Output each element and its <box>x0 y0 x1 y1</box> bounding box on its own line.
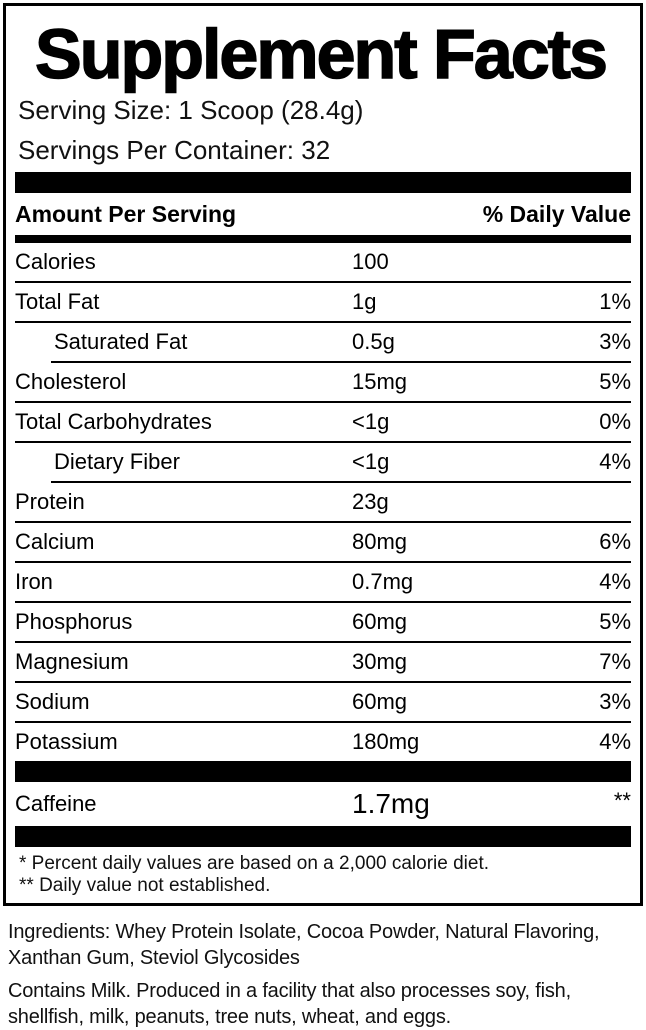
nutrient-name: Calcium <box>15 529 95 554</box>
nutrient-row-dietary-fiber: Dietary Fiber <1g 4% <box>15 443 631 481</box>
supplement-label-panel: Supplement Facts Serving Size: 1 Scoop (… <box>3 3 643 906</box>
nutrient-amount: 80mg <box>352 529 408 554</box>
nutrient-name: Potassium <box>15 729 118 754</box>
footnotes: * Percent daily values are based on a 2,… <box>19 853 631 900</box>
nutrient-dv: 5% <box>599 609 631 634</box>
ingredients-text: Ingredients: Whey Protein Isolate, Cocoa… <box>8 921 600 969</box>
nutrient-amount: 0.7mg <box>352 569 414 594</box>
thick-divider-bottom <box>15 826 631 847</box>
nutrient-amount: 60mg <box>352 609 408 634</box>
row-divider-indented <box>51 481 631 483</box>
nutrient-dv: 4% <box>599 449 631 474</box>
nutrient-row-calories: Calories 100 <box>15 243 631 281</box>
nutrient-amount: 180mg <box>352 729 420 754</box>
nutrient-name: Saturated Fat <box>54 329 188 354</box>
row-divider <box>15 521 631 523</box>
nutrient-row-cholesterol: Cholesterol 15mg 5% <box>15 363 631 401</box>
nutrient-row-potassium: Potassium 180mg 4% <box>15 723 631 761</box>
nutrient-dv: 6% <box>599 529 631 554</box>
row-divider <box>15 441 631 443</box>
nutrient-amount: 60mg <box>352 689 408 714</box>
thick-divider-top <box>15 172 631 193</box>
nutrient-name: Total Carbohydrates <box>15 409 212 434</box>
column-header-row: Amount Per Serving % Daily Value <box>15 193 631 235</box>
medium-divider <box>15 235 631 243</box>
nutrient-row-phosphorus: Phosphorus 60mg 5% <box>15 603 631 641</box>
nutrient-dv: 0% <box>599 409 631 434</box>
thick-divider-caffeine-top <box>15 761 631 782</box>
row-divider-indented <box>51 361 631 363</box>
nutrient-row-protein: Protein 23g <box>15 483 631 521</box>
nutrient-amount: <1g <box>352 409 390 434</box>
nutrient-name: Calories <box>15 249 96 274</box>
row-divider <box>15 721 631 723</box>
nutrient-name: Iron <box>15 569 53 594</box>
row-divider <box>15 601 631 603</box>
label-title: Supplement Facts <box>34 15 608 93</box>
nutrient-name: Protein <box>15 489 85 514</box>
serving-size: Serving Size: 1 Scoop (28.4g) <box>18 95 364 125</box>
nutrient-name: Cholesterol <box>15 369 127 394</box>
nutrient-name: Dietary Fiber <box>54 449 180 474</box>
nutrient-row-magnesium: Magnesium 30mg 7% <box>15 643 631 681</box>
nutrient-dv: 3% <box>599 329 631 354</box>
row-divider <box>15 561 631 563</box>
nutrient-dv: 5% <box>599 369 631 394</box>
nutrient-amount: 0.5g <box>352 329 395 354</box>
footnote-not-established: ** Daily value not established. <box>19 875 271 896</box>
nutrient-name: Sodium <box>15 689 90 714</box>
nutrient-amount: 100 <box>352 249 389 274</box>
nutrient-row-total-carbohydrates: Total Carbohydrates <1g 0% <box>15 403 631 441</box>
nutrient-amount: 15mg <box>352 369 408 394</box>
nutrient-amount: 23g <box>352 489 389 514</box>
row-divider <box>15 281 631 283</box>
nutrient-name: Magnesium <box>15 649 129 674</box>
row-divider <box>15 681 631 683</box>
nutrient-amount: <1g <box>352 449 390 474</box>
allergen-text: Contains Milk. Produced in a facility th… <box>8 980 571 1028</box>
nutrient-row-calcium: Calcium 80mg 6% <box>15 523 631 561</box>
amount-per-serving-header: Amount Per Serving <box>15 200 237 227</box>
nutrient-amount: 1g <box>352 289 377 314</box>
nutrient-dv: ** <box>613 788 631 813</box>
nutrient-row-sodium: Sodium 60mg 3% <box>15 683 631 721</box>
nutrient-name: Caffeine <box>15 791 97 816</box>
row-divider <box>15 641 631 643</box>
nutrient-name: Total Fat <box>15 289 100 314</box>
nutrient-dv: 4% <box>599 729 631 754</box>
footnote-daily-values: * Percent daily values are based on a 2,… <box>19 853 490 874</box>
daily-value-header: % Daily Value <box>482 200 631 227</box>
nutrient-row-caffeine: Caffeine 1.7mg ** <box>15 782 631 826</box>
row-divider <box>15 401 631 403</box>
nutrient-name: Phosphorus <box>15 609 133 634</box>
nutrient-dv: 7% <box>599 649 631 674</box>
nutrient-amount: 30mg <box>352 649 408 674</box>
nutrient-row-iron: Iron 0.7mg 4% <box>15 563 631 601</box>
row-divider <box>15 321 631 323</box>
nutrient-dv: 4% <box>599 569 631 594</box>
nutrient-row-saturated-fat: Saturated Fat 0.5g 3% <box>15 323 631 361</box>
nutrient-row-total-fat: Total Fat 1g 1% <box>15 283 631 321</box>
nutrient-dv: 1% <box>599 289 631 314</box>
nutrient-dv: 3% <box>599 689 631 714</box>
nutrient-amount: 1.7mg <box>352 788 430 819</box>
servings-per-container: Servings Per Container: 32 <box>18 135 331 165</box>
